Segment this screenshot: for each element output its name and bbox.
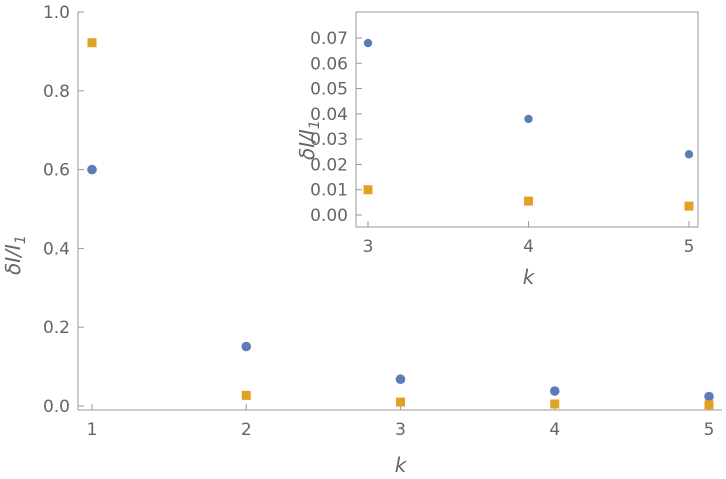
main-y-tick-label: 0.8 <box>43 82 70 102</box>
inset-series-0-point <box>684 150 694 159</box>
main-y-tick-label: 0.2 <box>43 318 70 338</box>
inset-y-tick-label: 0.04 <box>310 105 348 125</box>
inset-x-tick-label: 4 <box>523 237 534 257</box>
inset-x-tick-label: 3 <box>363 237 374 257</box>
main-x-tick-label: 5 <box>704 420 715 440</box>
main-series-1-point <box>87 38 97 48</box>
inset-x-tick-label: 5 <box>684 237 695 257</box>
main-series-1-point <box>550 399 560 409</box>
inset-y-tick-label: 0.06 <box>310 54 348 74</box>
main-series-1-point <box>704 400 714 410</box>
inset-y-tick-label: 0.03 <box>310 130 348 150</box>
inset-y-tick-label: 0.01 <box>310 181 348 201</box>
main-series-0-point <box>87 164 97 175</box>
main-y-axis-label-sub: 1 <box>13 235 29 244</box>
main-series-0-point <box>395 374 406 385</box>
inset-y-tick-label: 0.07 <box>310 29 348 49</box>
inset-series-0-point <box>363 38 373 48</box>
main-y-tick-label: 0.4 <box>43 239 70 259</box>
main-x-tick-label: 1 <box>87 420 98 440</box>
main-y-tick-label: 1.0 <box>43 3 70 23</box>
inset-plot: 3 4 5 0.00 0.01 0.02 0.03 0.04 0.05 0.06 0.07 k δI/I… <box>295 11 699 289</box>
inset-y-axis-label: δI/I1 <box>295 120 323 160</box>
main-series-0-point <box>704 391 714 402</box>
inset-y-axis-label-main: δI/I <box>295 129 319 160</box>
main-y-axis-label-main: δI/I <box>1 244 25 275</box>
inset-y-tick-label: 0.05 <box>310 80 348 100</box>
inset-series-1-point <box>363 185 373 195</box>
inset-x-axis-label: k <box>523 265 536 289</box>
inset-y-tick-label: 0.02 <box>310 155 348 175</box>
inset-frame <box>355 11 699 228</box>
inset-series-1-point <box>524 196 533 206</box>
inset-y-axis-label-sub: 1 <box>307 120 323 129</box>
main-x-tick-label: 3 <box>395 420 406 440</box>
main-y-tick-label: 0.6 <box>43 161 70 181</box>
inset-series-0-point <box>524 114 533 124</box>
main-series-1-point <box>396 397 405 407</box>
main-x-tick-label: 4 <box>549 420 560 440</box>
main-series-0-point <box>549 386 560 396</box>
main-y-axis-label: δI/I1 <box>1 235 29 275</box>
main-series-0-point <box>241 341 252 352</box>
main-y-tick-label: 0.0 <box>43 397 70 417</box>
main-x-tick-label: 2 <box>241 420 252 440</box>
inset-y-tick-label: 0.00 <box>310 206 348 226</box>
main-series-1-point <box>241 390 251 400</box>
inset-series-1-point <box>684 201 694 211</box>
main-x-axis-label: k <box>395 453 408 477</box>
